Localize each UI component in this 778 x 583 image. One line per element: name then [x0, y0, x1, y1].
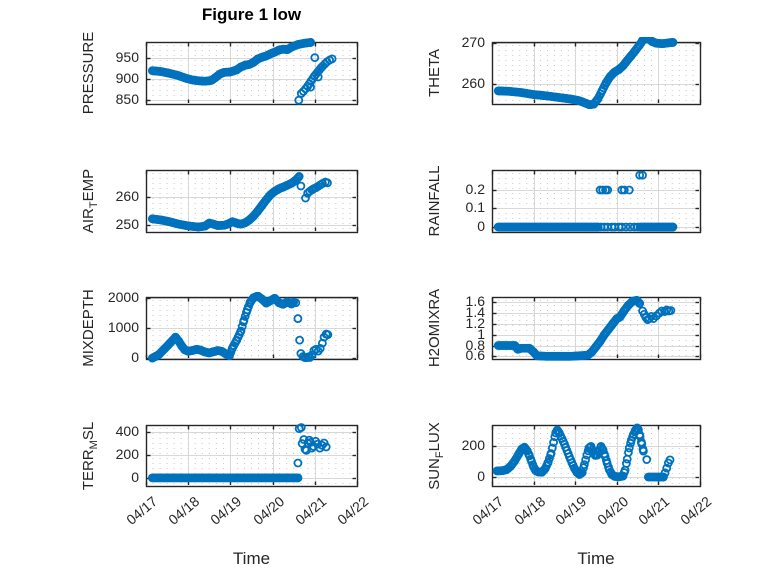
ytick-label: 260 [461, 75, 485, 92]
ytick-label: 1.4 [465, 304, 485, 321]
ytick-label: 850 [115, 91, 139, 108]
ytick-label: 260 [115, 187, 139, 204]
ytick-label: 200 [461, 436, 485, 453]
xaxis-label-right: Time [577, 549, 615, 568]
ytick-label: 1.2 [465, 314, 485, 331]
ytick-label: 2000 [107, 288, 139, 305]
ytick-label: 0.8 [465, 336, 485, 353]
xaxis-label-left: Time [232, 549, 271, 568]
ytick-label: 270 [461, 34, 485, 51]
ytick-label: 1000 [107, 319, 139, 335]
ytick-label: 1 [477, 325, 485, 342]
ytick-label: 900 [115, 70, 139, 87]
ytick-label: 0 [131, 468, 139, 485]
ytick-label: 0 [131, 349, 139, 366]
ytick-label: 0 [477, 218, 485, 234]
ytick-label: 400 [115, 423, 139, 440]
ytick-label: 0 [477, 468, 485, 485]
ytick-label: 1.6 [465, 293, 485, 310]
ytick-label: 0.1 [465, 199, 485, 216]
ytick-label: 0.2 [465, 180, 485, 197]
ytick-label: 250 [115, 215, 139, 232]
ytick-label: 200 [115, 445, 139, 462]
ytick-label: 950 [115, 49, 139, 66]
figure-title: Figure 1 low [201, 5, 302, 24]
ytick-label: 0.6 [465, 347, 485, 364]
